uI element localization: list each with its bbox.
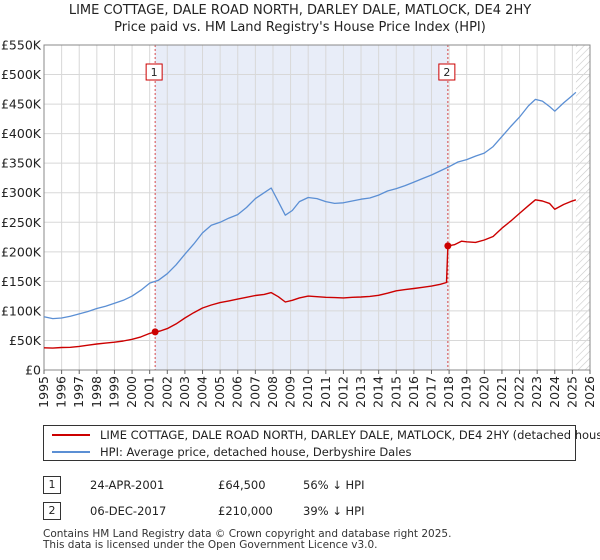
- series-line-property: [43, 199, 577, 349]
- x-tick-label: 1995: [36, 376, 51, 408]
- forecast-hatched-region: [575, 45, 590, 370]
- x-tick-label: 2006: [230, 376, 245, 408]
- x-tick-label: 2015: [388, 376, 403, 408]
- legend-item-property: LIME COTTAGE, DALE ROAD NORTH, DARLEY DA…: [44, 426, 600, 444]
- sale-point: [444, 242, 452, 250]
- chart-title-main: LIME COTTAGE, DALE ROAD NORTH, DARLEY DA…: [68, 3, 532, 18]
- y-tick-label: £300K: [1, 185, 42, 200]
- x-tick-label: 2025: [564, 376, 579, 408]
- y-tick-label: £350K: [1, 156, 42, 171]
- sale-hpi-diff: 39% ↓ HPI: [303, 504, 365, 518]
- legend-label-hpi: HPI: Average price, detached house, Derb…: [100, 445, 412, 459]
- y-tick-label: £50K: [9, 333, 42, 348]
- sale-marker-label: 1: [151, 66, 158, 79]
- sale-marker-box: [438, 63, 456, 81]
- y-tick-label: £250K: [1, 215, 42, 230]
- x-tick-label: 2005: [212, 376, 227, 408]
- x-tick-label: 1996: [54, 376, 69, 408]
- x-tick-label: 1998: [89, 376, 104, 408]
- ownership-shaded-region: [155, 45, 448, 370]
- x-tick-label: 2003: [177, 376, 192, 408]
- price-chart: 1 2 £0 £50K £100K £150K £200K £250K £300K £350K £4…: [1, 38, 597, 408]
- y-tick-label: £200K: [1, 244, 42, 259]
- x-tick-label: 2009: [283, 376, 298, 408]
- chart-title: LIME COTTAGE, DALE ROAD NORTH, DARLEY DA…: [0, 2, 600, 36]
- sale-row: 1 24-APR-2001 £64,500 56% ↓ HPI: [43, 474, 573, 500]
- x-tick-label: 2022: [512, 376, 527, 408]
- x-tick-label: 2016: [406, 376, 421, 408]
- sale-marker-label: 2: [443, 66, 450, 79]
- x-tick-label: 2004: [195, 376, 210, 408]
- sale-hpi-diff: 56% ↓ HPI: [303, 478, 365, 492]
- legend-label-property: LIME COTTAGE, DALE ROAD NORTH, DARLEY DA…: [100, 428, 600, 442]
- y-tick-label: £0: [25, 363, 41, 378]
- sale-date: 06-DEC-2017: [90, 504, 167, 518]
- sale-marker-box: [145, 63, 163, 81]
- x-tick-label: 2014: [371, 376, 386, 408]
- x-tick-label: 2011: [318, 376, 333, 408]
- sale-date: 24-APR-2001: [90, 478, 165, 492]
- sale-row: 2 06-DEC-2017 £210,000 39% ↓ HPI: [43, 500, 573, 526]
- x-tick-label: 2012: [335, 376, 350, 408]
- footer: Contains HM Land Registry data © Crown c…: [43, 529, 451, 551]
- x-tick-label: 1997: [71, 376, 86, 408]
- legend: LIME COTTAGE, DALE ROAD NORTH, DARLEY DA…: [43, 425, 600, 461]
- sale-number-badge: 2: [43, 502, 61, 520]
- y-tick-label: £150K: [1, 274, 42, 289]
- x-tick-label: 2023: [529, 376, 544, 408]
- footer-line-2: This data is licensed under the Open Gov…: [43, 539, 378, 551]
- x-tick-label: 2002: [159, 376, 174, 408]
- x-tick-label: 2010: [300, 376, 315, 408]
- x-tick-label: 2008: [265, 376, 280, 408]
- chart-subtitle: Price paid vs. HM Land Registry's House …: [114, 20, 486, 35]
- series-line-hpi: [43, 91, 577, 320]
- x-tick-label: 2019: [459, 376, 474, 408]
- legend-swatch-red: [52, 434, 90, 436]
- y-tick-label: £450K: [1, 97, 42, 112]
- x-tick-label: 1999: [106, 376, 121, 408]
- legend-item-hpi: HPI: Average price, detached house, Derb…: [44, 443, 575, 461]
- x-tick-label: 2024: [547, 376, 562, 408]
- x-tick-label: 2013: [353, 376, 368, 408]
- legend-swatch-blue: [52, 451, 90, 453]
- x-tick-label: 2021: [494, 376, 509, 408]
- sale-point: [151, 328, 159, 336]
- footer-line-1: Contains HM Land Registry data © Crown c…: [43, 528, 452, 540]
- sales-table: 1 24-APR-2001 £64,500 56% ↓ HPI 2 06-DEC…: [43, 474, 573, 526]
- y-tick-label: £100K: [1, 303, 42, 318]
- sale-number-badge: 1: [43, 476, 61, 494]
- sale-price: £64,500: [218, 478, 266, 492]
- y-tick-label: £500K: [1, 67, 42, 82]
- x-tick-label: 2001: [142, 376, 157, 408]
- plot-frame: [43, 44, 591, 371]
- x-tick-label: 2000: [124, 376, 139, 408]
- x-tick-label: 2026: [582, 376, 597, 408]
- x-tick-label: 2017: [423, 376, 438, 408]
- x-tick-label: 2007: [247, 376, 262, 408]
- x-tick-label: 2020: [476, 376, 491, 408]
- x-tick-label: 2018: [441, 376, 456, 408]
- y-tick-label: £400K: [1, 126, 42, 141]
- sale-price: £210,000: [218, 504, 273, 518]
- y-tick-label: £550K: [1, 38, 42, 53]
